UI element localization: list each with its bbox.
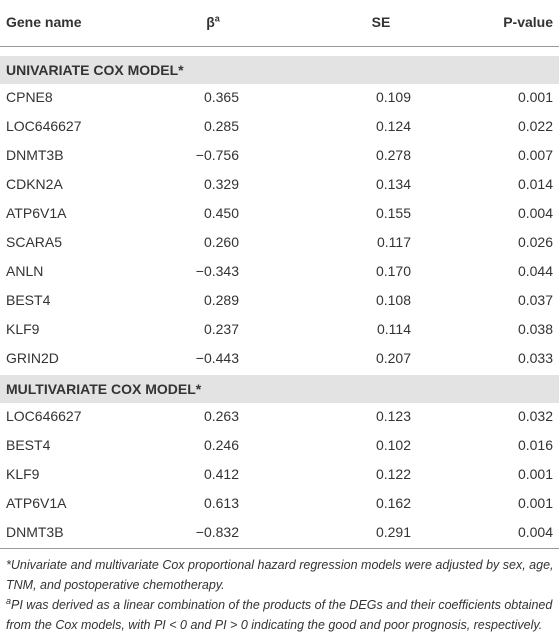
cell-value: −0.443: [195, 350, 239, 366]
cell-value: 0.001: [517, 89, 553, 105]
cell-value: 0.016: [517, 437, 553, 453]
cell-value: 0.038: [517, 321, 553, 337]
gene-name: DNMT3B: [6, 147, 64, 163]
cell-value: 0.613: [203, 495, 239, 511]
cell-value: 0.001: [517, 466, 553, 482]
gene-name: CPNE8: [6, 89, 53, 105]
gene-name: LOC646627: [6, 118, 82, 134]
column-header-text: SE: [371, 14, 391, 30]
footnotes: *Univariate and multivariate Cox proport…: [6, 555, 555, 635]
gene-name: ATP6V1A: [6, 205, 67, 221]
section-title: UNIVARIATE COX MODEL*: [6, 62, 184, 78]
gene-name: DNMT3B: [6, 524, 64, 540]
cell-value: 0.170: [375, 263, 411, 279]
cell-value: 0.162: [375, 495, 411, 511]
column-header-text: β: [206, 14, 215, 30]
cell-value: 0.037: [517, 292, 553, 308]
cell-value: 0.014: [517, 176, 553, 192]
column-header: SE: [372, 13, 391, 31]
cell-value: 0.155: [375, 205, 411, 221]
gene-name: ANLN: [6, 263, 44, 279]
cell-value: 0.365: [203, 89, 239, 105]
section-band: [0, 56, 559, 84]
footnote-text: PI was derived as a linear combination o…: [6, 598, 553, 632]
section-title: MULTIVARIATE COX MODEL*: [6, 381, 202, 397]
cell-value: 0.291: [375, 524, 411, 540]
gene-name: ATP6V1A: [6, 495, 67, 511]
cell-value: 0.237: [203, 321, 239, 337]
cell-value: −0.343: [195, 263, 239, 279]
cell-value: 0.124: [375, 118, 411, 134]
cell-value: 0.246: [203, 437, 239, 453]
gene-name: CDKN2A: [6, 176, 63, 192]
column-header: P-value: [503, 13, 553, 31]
gene-name: KLF9: [6, 466, 40, 482]
gene-name: LOC646627: [6, 408, 82, 424]
cell-value: 0.004: [517, 205, 553, 221]
cell-value: 0.033: [517, 350, 553, 366]
cell-value: 0.044: [517, 263, 553, 279]
footnote: *Univariate and multivariate Cox proport…: [6, 555, 555, 595]
gene-name: SCARA5: [6, 234, 63, 250]
cell-value: 0.207: [375, 350, 411, 366]
column-header-text: P-value: [503, 14, 553, 30]
cell-value: 0.102: [375, 437, 411, 453]
bottom-rule: [0, 548, 559, 549]
cell-value: 0.114: [377, 321, 411, 337]
cell-value: 0.007: [517, 147, 553, 163]
footnote: aPI was derived as a linear combination …: [6, 595, 555, 635]
footnote-mark: a: [6, 595, 12, 606]
gene-name: KLF9: [6, 321, 40, 337]
column-header: βa: [206, 13, 220, 31]
cell-value: 0.412: [203, 466, 239, 482]
cell-value: 0.134: [375, 176, 411, 192]
cell-value: 0.450: [203, 205, 239, 221]
cell-value: 0.263: [203, 408, 239, 424]
cell-value: −0.832: [195, 524, 239, 540]
column-header: Gene name: [6, 13, 81, 31]
cell-value: 0.026: [517, 234, 553, 250]
gene-name: GRIN2D: [6, 350, 59, 366]
cell-value: 0.108: [375, 292, 411, 308]
gene-name: BEST4: [6, 437, 51, 453]
cell-value: 0.285: [203, 118, 239, 134]
section-band: [0, 375, 559, 403]
cell-value: 0.117: [377, 234, 411, 250]
cell-value: 0.123: [375, 408, 411, 424]
header-rule: [0, 46, 559, 47]
cell-value: 0.260: [203, 234, 239, 250]
cell-value: 0.122: [375, 466, 411, 482]
cell-value: −0.756: [195, 147, 239, 163]
column-header-text: Gene name: [6, 14, 82, 30]
column-header-superscript: a: [214, 13, 220, 24]
cell-value: 0.329: [203, 176, 239, 192]
cell-value: 0.022: [517, 118, 553, 134]
cell-value: 0.109: [375, 89, 411, 105]
gene-name: BEST4: [6, 292, 51, 308]
cell-value: 0.032: [517, 408, 553, 424]
footnote-text: *Univariate and multivariate Cox proport…: [6, 558, 554, 592]
cell-value: 0.278: [375, 147, 411, 163]
cell-value: 0.289: [203, 292, 239, 308]
cell-value: 0.004: [517, 524, 553, 540]
cell-value: 0.001: [517, 495, 553, 511]
